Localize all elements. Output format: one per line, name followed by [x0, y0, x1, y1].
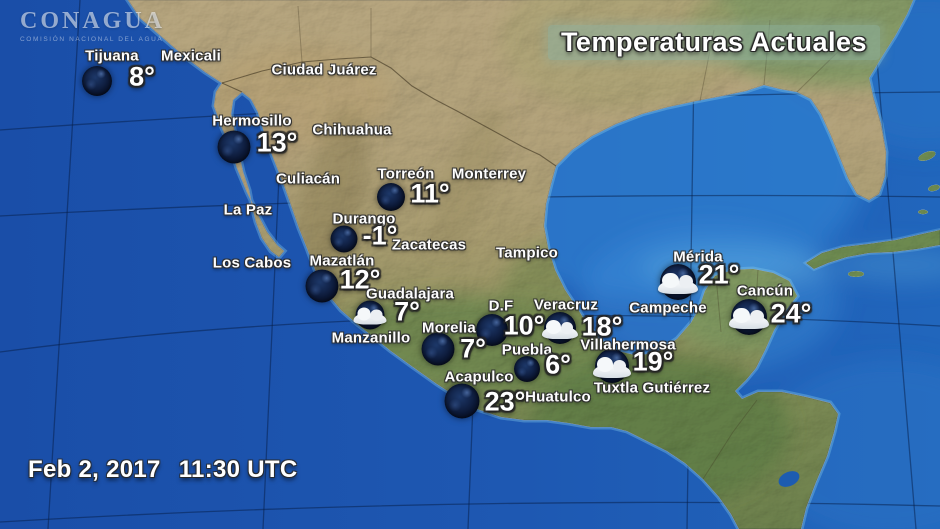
temperature-value: 7° — [460, 333, 486, 364]
city-label: Tuxtla Gutiérrez — [593, 379, 711, 397]
night-cloudy-icon — [353, 300, 387, 330]
city-label: Durango — [332, 210, 396, 228]
city-label: La Paz — [223, 201, 273, 219]
city-label: Ciudad Juárez — [271, 61, 377, 79]
city-label: Tijuana — [85, 47, 139, 65]
night-clear-icon — [377, 183, 405, 211]
temperature-value: 23° — [484, 386, 526, 417]
city-label: Zacatecas — [391, 236, 467, 254]
cloud-icon — [657, 272, 699, 295]
cloud-icon — [728, 307, 770, 330]
night-cloudy-icon — [728, 299, 770, 335]
cloud-icon — [542, 319, 578, 339]
city-label: Puebla — [501, 341, 553, 359]
temperature-value: 7° — [394, 296, 420, 327]
night-clear-icon — [421, 332, 455, 366]
temperature-value: 18° — [581, 311, 623, 342]
us-mexico-border — [221, 56, 557, 167]
night-cloudy-icon — [592, 349, 632, 383]
night-clear-icon — [217, 130, 251, 164]
temperature-value: 19° — [632, 346, 674, 377]
night-clear-icon — [82, 66, 112, 96]
night-clear-icon — [444, 383, 480, 419]
night-cloudy-icon — [542, 312, 578, 344]
city-label: Monterrey — [451, 165, 527, 183]
timestamp-time: 11:30 UTC — [178, 456, 298, 483]
city-label: Hermosillo — [212, 112, 292, 130]
night-clear-icon — [514, 356, 540, 382]
city-label: Morelia — [422, 319, 476, 337]
lake-nicaragua — [778, 471, 800, 487]
cloud-icon — [353, 307, 387, 325]
temperature-value: -1° — [362, 220, 398, 251]
timestamp: Feb 2, 2017 11:30 UTC — [28, 456, 297, 484]
city-label: Manzanillo — [331, 329, 411, 347]
city-label: Villahermosa — [580, 336, 676, 354]
city-label: Campeche — [629, 299, 707, 317]
night-clear-icon — [330, 225, 358, 253]
city-label: Torreón — [377, 165, 435, 183]
city-label: Mérida — [673, 248, 723, 266]
temperature-value: 21° — [698, 259, 740, 290]
city-label: Mexicali — [161, 47, 221, 65]
city-label: Chihuahua — [312, 121, 392, 139]
city-label: D.F — [488, 297, 514, 315]
cloud-icon — [592, 357, 632, 378]
city-label: Los Cabos — [212, 254, 292, 272]
temperature-value: 11° — [410, 178, 450, 209]
title-banner: Temperaturas Actuales — [548, 25, 880, 60]
night-clear-icon — [476, 314, 508, 346]
city-label: Acapulco — [444, 368, 514, 386]
timestamp-date: Feb 2, 2017 — [28, 456, 161, 483]
city-label: Mazatlán — [309, 252, 375, 270]
page-title: Temperaturas Actuales — [560, 27, 868, 57]
night-clear-icon — [305, 269, 339, 303]
temperature-value: 24° — [770, 298, 812, 329]
city-label: Huatulco — [525, 388, 591, 406]
city-label: Tampico — [496, 244, 558, 262]
city-label: Veracruz — [533, 296, 599, 314]
city-label: Guadalajara — [365, 285, 455, 303]
city-label: Cancún — [736, 282, 794, 300]
temperature-value: 6° — [545, 349, 571, 380]
city-label: Culiacán — [275, 170, 341, 188]
temperature-value: 13° — [256, 127, 298, 158]
temperature-value: 8° — [129, 61, 155, 92]
temperature-value: 10° — [503, 310, 545, 341]
night-cloudy-icon — [657, 264, 699, 300]
temperature-value: 12° — [339, 264, 381, 295]
